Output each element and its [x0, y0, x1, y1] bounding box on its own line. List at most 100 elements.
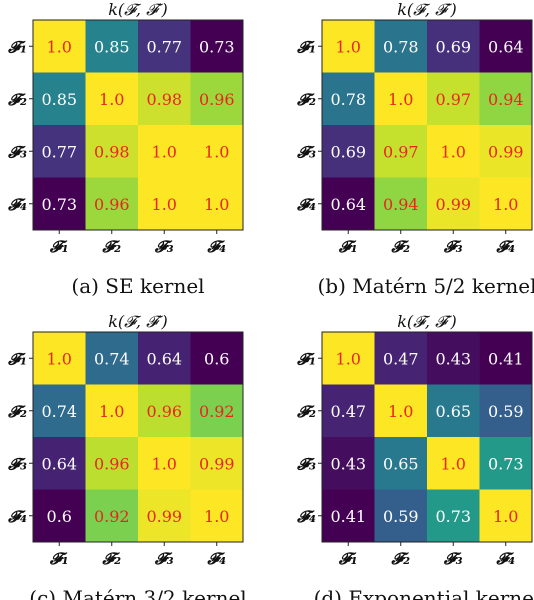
x-tick-label: 𝓕₃	[154, 237, 174, 256]
y-tick-label: 𝓕₄	[296, 195, 316, 214]
cell-value-label: 1.0	[204, 195, 229, 214]
cell-value-label: 1.0	[152, 454, 177, 473]
heatmap-cell	[374, 489, 428, 543]
cell-value-label: 0.73	[199, 37, 235, 56]
heatmap-cell	[33, 437, 86, 490]
x-tick-label: 𝓕₁	[49, 237, 69, 256]
cell-value-label: 0.85	[94, 37, 130, 56]
cell-value-label: 0.69	[330, 142, 366, 161]
x-tick-label: 𝓕₁	[338, 549, 358, 568]
heatmap-cell	[190, 332, 244, 385]
y-tick-label: 𝓕₂	[7, 90, 27, 109]
cell-value-label: 0.64	[488, 37, 524, 56]
heatmap-cell	[138, 20, 191, 73]
y-tick-label: 𝓕₁	[296, 37, 316, 56]
heatmap-cell	[190, 384, 244, 438]
panel-caption: (c) Matérn 3/2 kernel	[29, 586, 246, 600]
heatmap-cell	[427, 489, 480, 543]
cell-value-label: 0.85	[41, 90, 77, 109]
cell-value-label: 0.92	[199, 402, 235, 421]
cell-value-label: 0.41	[488, 349, 524, 368]
heatmap-cell	[138, 332, 191, 385]
heatmap-cell	[427, 332, 480, 385]
cell-value-label: 1.0	[441, 454, 466, 473]
heatmap-cell	[33, 489, 86, 543]
heatmap-cell	[85, 437, 139, 490]
heatmap-cell	[374, 384, 428, 438]
panel-caption: (d) Exponential kernel	[314, 586, 534, 600]
heatmap-cell	[479, 125, 533, 178]
cell-value-label: 0.96	[94, 195, 130, 214]
heatmap-cell	[85, 20, 139, 73]
cell-value-label: 1.0	[152, 142, 177, 161]
chart-title: k(𝓕, 𝓕′)	[108, 312, 168, 331]
heatmap-cell	[190, 125, 244, 178]
cell-value-label: 1.0	[47, 349, 72, 368]
cell-value-label: 0.73	[435, 507, 471, 526]
cell-value-label: 1.0	[388, 90, 413, 109]
x-tick-label: 𝓕₄	[206, 237, 226, 256]
cell-value-label: 0.97	[383, 142, 419, 161]
heatmap-cell	[427, 384, 480, 438]
y-tick-label: 𝓕₄	[7, 507, 27, 526]
y-tick-label: 𝓕₁	[7, 349, 27, 368]
heatmap-cell	[190, 437, 244, 490]
heatmap-cell	[190, 489, 244, 543]
cell-value-label: 0.69	[435, 37, 471, 56]
cell-value-label: 0.6	[47, 507, 72, 526]
cell-value-label: 0.78	[330, 90, 366, 109]
y-tick-label: 𝓕₂	[296, 402, 316, 421]
panel-caption: (b) Matérn 5/2 kernel	[317, 274, 534, 298]
heatmap-cell	[138, 384, 191, 438]
heatmap-cell	[479, 20, 533, 73]
cell-value-label: 1.0	[47, 37, 72, 56]
heatmap-cell	[33, 72, 86, 126]
cell-value-label: 0.64	[146, 349, 182, 368]
x-tick-label: 𝓕₂	[101, 549, 121, 568]
heatmap-cell	[479, 489, 533, 543]
heatmap-cell	[85, 177, 139, 231]
cell-value-label: 0.64	[41, 454, 77, 473]
heatmap-cell	[427, 437, 480, 490]
cell-value-label: 1.0	[336, 349, 361, 368]
x-tick-label: 𝓕₂	[390, 237, 410, 256]
cell-value-label: 1.0	[388, 402, 413, 421]
cell-value-label: 0.96	[146, 402, 182, 421]
cell-value-label: 0.59	[383, 507, 419, 526]
x-tick-label: 𝓕₄	[206, 549, 226, 568]
cell-value-label: 0.65	[435, 402, 471, 421]
x-tick-label: 𝓕₂	[390, 549, 410, 568]
cell-value-label: 0.99	[199, 454, 235, 473]
matrix-frame	[32, 331, 244, 543]
y-tick-label: 𝓕₃	[296, 454, 316, 473]
chart-title: k(𝓕, 𝓕′)	[397, 312, 457, 331]
heatmap-cell	[85, 384, 139, 438]
cell-value-label: 0.59	[488, 402, 524, 421]
heatmap-panel-a: k(𝓕, 𝓕′) 1.0 0.85 0.77 0.73 0.85 1.0 0.98 0.96 0.…	[7, 0, 244, 298]
cell-value-label: 1.0	[99, 90, 124, 109]
heatmap-cell	[138, 72, 191, 126]
cell-value-label: 0.77	[146, 37, 182, 56]
cell-value-label: 0.47	[330, 402, 366, 421]
heatmap-cell	[138, 437, 191, 490]
heatmap-cell	[85, 125, 139, 178]
cell-value-label: 0.73	[488, 454, 524, 473]
cell-value-label: 1.0	[204, 142, 229, 161]
heatmap-cell	[374, 20, 428, 73]
heatmap-cell	[33, 20, 86, 73]
x-tick-label: 𝓕₂	[101, 237, 121, 256]
heatmap-panel-d: k(𝓕, 𝓕′) 1.0 0.47 0.43 0.41 0.47 1.0 0.65 0.59 0.…	[296, 312, 534, 600]
heatmap-cell	[33, 384, 86, 438]
x-tick-label: 𝓕₄	[495, 549, 515, 568]
y-tick-label: 𝓕₃	[296, 142, 316, 161]
heatmap-cell	[33, 332, 86, 385]
cell-value-label: 1.0	[441, 142, 466, 161]
cell-value-label: 0.92	[94, 507, 130, 526]
cell-value-label: 1.0	[493, 195, 518, 214]
heatmap-cell	[322, 384, 375, 438]
y-tick-label: 𝓕₃	[7, 454, 27, 473]
matrix-frame	[321, 19, 533, 231]
cell-value-label: 0.65	[383, 454, 419, 473]
cell-value-label: 0.6	[204, 349, 229, 368]
